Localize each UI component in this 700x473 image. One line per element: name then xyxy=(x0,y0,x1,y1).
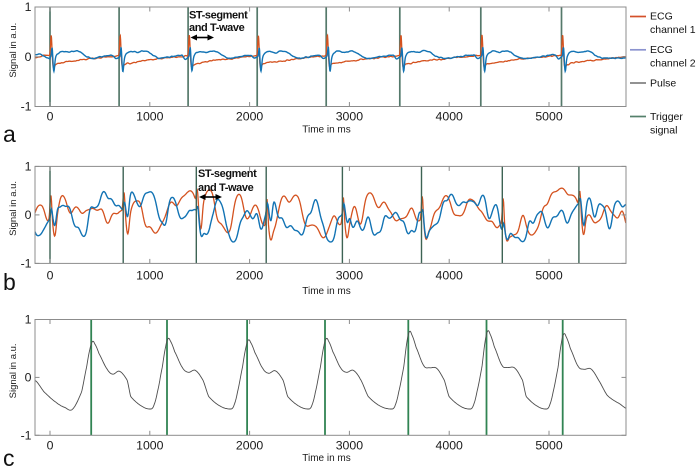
svg-text:1: 1 xyxy=(25,159,32,173)
svg-text:c: c xyxy=(3,445,15,468)
svg-text:ECG: ECG xyxy=(650,44,673,56)
svg-text:0: 0 xyxy=(47,268,54,282)
svg-text:Signal in a.u.: Signal in a.u. xyxy=(8,23,19,78)
svg-text:2000: 2000 xyxy=(236,110,264,124)
svg-text:ST-segment: ST-segment xyxy=(198,168,257,180)
svg-text:4000: 4000 xyxy=(436,438,464,452)
svg-text:1000: 1000 xyxy=(136,438,164,452)
svg-text:1: 1 xyxy=(25,0,32,14)
svg-text:0: 0 xyxy=(47,110,54,124)
svg-text:Time in ms: Time in ms xyxy=(302,125,351,136)
svg-text:3000: 3000 xyxy=(336,268,364,282)
svg-text:channel 2: channel 2 xyxy=(650,58,696,70)
svg-text:2000: 2000 xyxy=(236,268,264,282)
svg-text:Time in ms: Time in ms xyxy=(302,286,351,297)
svg-text:a: a xyxy=(3,121,16,147)
svg-text:0: 0 xyxy=(25,370,32,384)
svg-text:Signal in a.u.: Signal in a.u. xyxy=(8,181,19,236)
svg-text:ST-segment: ST-segment xyxy=(189,10,248,22)
svg-text:1000: 1000 xyxy=(136,110,164,124)
svg-text:-1: -1 xyxy=(21,428,32,442)
svg-text:0: 0 xyxy=(25,208,32,222)
svg-text:b: b xyxy=(3,269,16,295)
svg-text:4000: 4000 xyxy=(436,268,464,282)
svg-text:and T-wave: and T-wave xyxy=(189,22,245,34)
svg-text:signal: signal xyxy=(650,125,677,137)
svg-text:0: 0 xyxy=(47,438,54,452)
svg-text:Trigger: Trigger xyxy=(650,111,683,123)
svg-text:ECG: ECG xyxy=(650,11,673,23)
svg-text:and T-wave: and T-wave xyxy=(198,182,254,194)
svg-text:5000: 5000 xyxy=(535,268,563,282)
svg-text:Time in ms: Time in ms xyxy=(302,453,351,464)
svg-text:5000: 5000 xyxy=(535,438,563,452)
svg-text:Signal in a.u.: Signal in a.u. xyxy=(8,343,19,398)
svg-text:1: 1 xyxy=(25,313,32,327)
svg-text:2000: 2000 xyxy=(236,438,264,452)
svg-text:3000: 3000 xyxy=(336,110,364,124)
svg-text:4000: 4000 xyxy=(436,110,464,124)
svg-text:channel 1: channel 1 xyxy=(650,24,696,36)
svg-text:3000: 3000 xyxy=(336,438,364,452)
svg-text:0: 0 xyxy=(25,50,32,64)
svg-text:Pulse: Pulse xyxy=(650,78,676,90)
svg-text:-1: -1 xyxy=(21,100,32,114)
svg-text:1000: 1000 xyxy=(136,268,164,282)
svg-text:-1: -1 xyxy=(21,256,32,270)
svg-text:5000: 5000 xyxy=(535,110,563,124)
